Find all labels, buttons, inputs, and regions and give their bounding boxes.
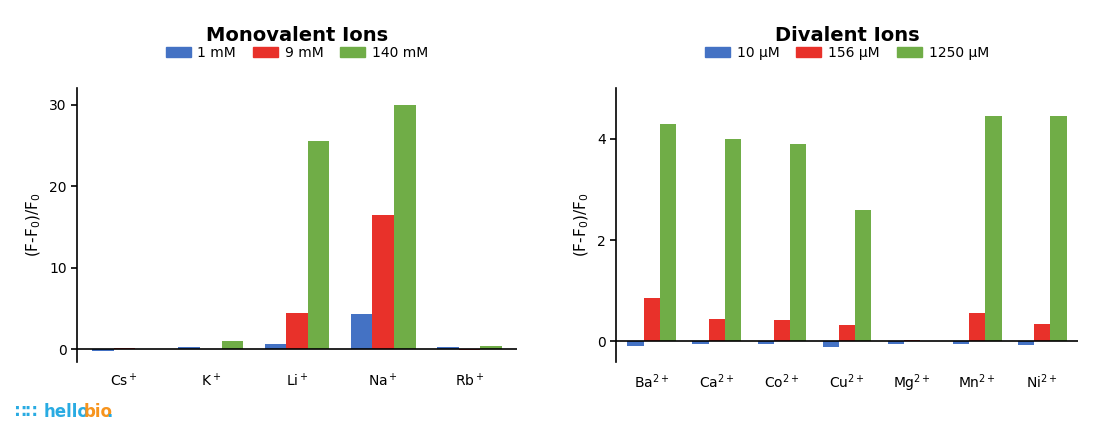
Bar	[135, 348, 157, 349]
Bar	[459, 349, 481, 350]
Bar	[969, 313, 986, 341]
Y-axis label: (F-F$_0$)/F$_0$: (F-F$_0$)/F$_0$	[573, 193, 592, 257]
Bar	[1050, 116, 1067, 341]
Text: hello: hello	[44, 403, 90, 421]
Title: Divalent Ions: Divalent Ions	[774, 26, 920, 45]
Bar	[113, 348, 135, 349]
Bar	[986, 116, 1001, 341]
Bar	[394, 105, 416, 349]
Bar	[178, 347, 200, 349]
Bar	[351, 314, 373, 349]
Text: ∷∷: ∷∷	[14, 403, 37, 421]
Bar	[708, 318, 725, 341]
Bar	[953, 341, 969, 344]
Legend: 1 mM, 9 mM, 140 mM: 1 mM, 9 mM, 140 mM	[165, 46, 429, 60]
Legend: 10 μM, 156 μM, 1250 μM: 10 μM, 156 μM, 1250 μM	[705, 46, 989, 60]
Bar	[773, 320, 790, 341]
Bar	[644, 298, 660, 341]
Bar	[839, 325, 855, 341]
Bar	[823, 341, 839, 348]
Bar	[888, 341, 904, 344]
Bar	[855, 210, 871, 341]
Title: Monovalent Ions: Monovalent Ions	[206, 26, 388, 45]
Bar	[221, 341, 243, 349]
Bar	[92, 349, 113, 351]
Text: bio: bio	[84, 403, 112, 421]
Bar	[265, 344, 286, 349]
Bar	[1034, 324, 1050, 341]
Text: .: .	[107, 403, 113, 421]
Bar	[693, 341, 708, 344]
Bar	[437, 347, 459, 349]
Bar	[308, 141, 329, 349]
Bar	[627, 341, 644, 347]
Bar	[1018, 341, 1034, 345]
Bar	[286, 313, 308, 349]
Bar	[373, 215, 394, 349]
Bar	[790, 144, 806, 341]
Bar	[481, 346, 502, 349]
Bar	[725, 139, 741, 341]
Bar	[904, 340, 921, 341]
Y-axis label: (F-F$_0$)/F$_0$: (F-F$_0$)/F$_0$	[25, 193, 43, 257]
Bar	[660, 123, 676, 341]
Bar	[758, 341, 773, 344]
